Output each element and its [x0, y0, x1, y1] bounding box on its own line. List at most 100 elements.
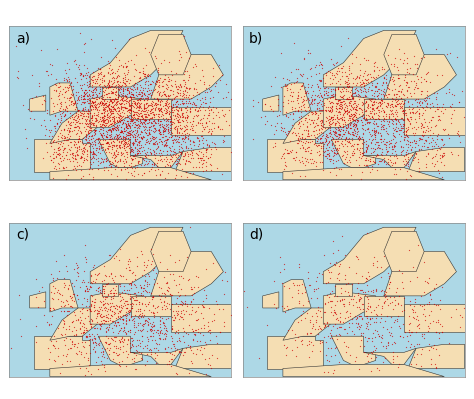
Point: [432, 141, 439, 147]
Point: [58, 99, 65, 105]
Point: [379, 124, 387, 130]
Point: [294, 108, 301, 114]
Point: [132, 89, 140, 95]
Point: [145, 127, 153, 133]
Point: [428, 155, 436, 162]
Point: [380, 115, 387, 122]
Point: [176, 125, 184, 131]
Point: [178, 98, 185, 104]
Point: [132, 284, 140, 290]
Point: [414, 341, 421, 348]
Point: [173, 117, 181, 124]
Point: [116, 313, 124, 319]
Point: [106, 108, 114, 115]
Point: [334, 86, 342, 92]
Point: [351, 128, 359, 134]
Point: [130, 314, 137, 321]
Point: [412, 316, 419, 322]
Point: [117, 117, 125, 123]
Point: [93, 107, 100, 113]
Point: [167, 128, 175, 135]
Point: [331, 132, 338, 138]
Point: [146, 115, 154, 122]
Point: [443, 51, 451, 57]
Point: [387, 314, 395, 321]
Point: [135, 148, 143, 154]
Point: [91, 129, 98, 135]
Point: [365, 326, 372, 332]
Point: [15, 75, 22, 81]
Point: [64, 134, 71, 141]
Point: [307, 65, 315, 71]
Point: [131, 126, 139, 133]
Polygon shape: [50, 83, 78, 115]
Point: [85, 132, 92, 139]
Point: [199, 303, 207, 310]
Point: [360, 349, 367, 355]
Point: [330, 307, 337, 313]
Polygon shape: [364, 348, 416, 364]
Polygon shape: [331, 139, 376, 168]
Point: [166, 118, 173, 124]
Point: [100, 112, 108, 118]
Point: [116, 326, 124, 333]
Point: [150, 140, 158, 147]
Point: [377, 138, 385, 145]
Point: [327, 156, 335, 162]
Point: [73, 292, 81, 298]
Point: [307, 330, 314, 336]
Point: [420, 116, 428, 122]
Point: [295, 286, 302, 293]
Point: [211, 141, 219, 147]
Point: [185, 73, 193, 80]
Point: [165, 111, 173, 118]
Point: [87, 292, 94, 299]
Point: [388, 117, 395, 123]
Point: [80, 48, 88, 55]
Point: [301, 101, 308, 107]
Polygon shape: [50, 107, 110, 144]
Point: [128, 86, 135, 92]
Point: [121, 105, 129, 111]
Point: [156, 99, 164, 105]
Point: [109, 126, 117, 132]
Point: [170, 343, 177, 349]
Point: [64, 131, 72, 138]
Point: [336, 103, 343, 109]
Point: [170, 271, 177, 277]
Point: [133, 83, 140, 90]
Point: [141, 71, 149, 77]
Point: [131, 101, 138, 107]
Point: [156, 107, 164, 113]
Point: [69, 338, 76, 344]
Point: [315, 152, 323, 158]
Point: [55, 144, 63, 150]
Point: [74, 264, 82, 270]
Point: [327, 92, 335, 98]
Point: [109, 277, 117, 283]
Point: [176, 122, 183, 128]
Point: [131, 139, 138, 146]
Point: [127, 326, 134, 333]
Point: [326, 124, 333, 131]
Point: [99, 113, 106, 120]
Point: [413, 65, 420, 71]
Point: [145, 94, 152, 100]
Point: [422, 153, 429, 159]
Point: [75, 144, 82, 150]
Point: [91, 127, 99, 133]
Point: [59, 147, 67, 153]
Point: [114, 310, 122, 316]
Point: [438, 153, 446, 160]
Point: [89, 149, 97, 155]
Point: [367, 78, 375, 84]
Point: [356, 297, 363, 303]
Point: [390, 118, 397, 124]
Point: [363, 144, 371, 151]
Point: [201, 339, 209, 345]
Point: [107, 150, 115, 156]
Point: [103, 103, 111, 110]
Point: [192, 326, 200, 333]
Point: [118, 128, 126, 135]
Point: [181, 292, 189, 298]
